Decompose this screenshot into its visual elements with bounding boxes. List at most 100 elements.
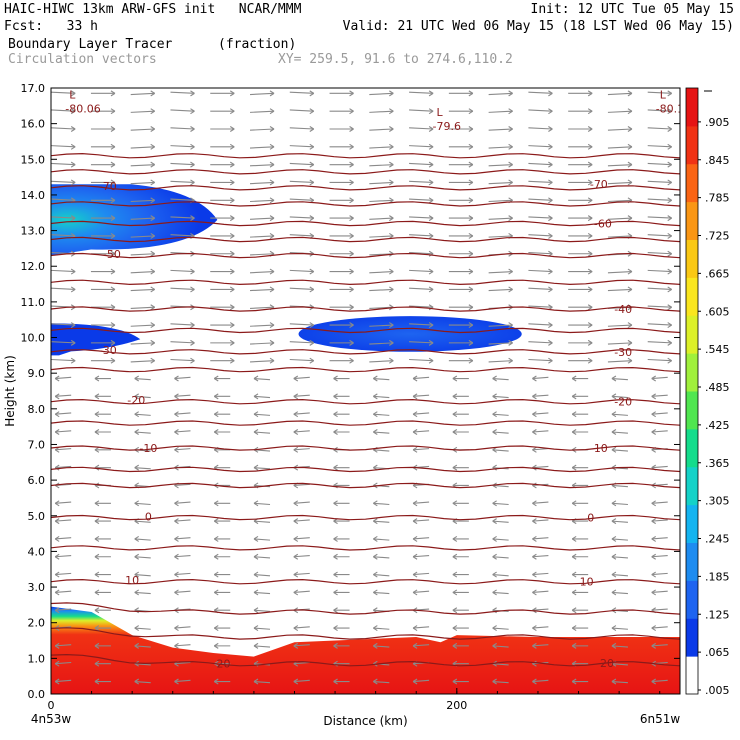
wind-vector	[571, 375, 589, 382]
wind-vector	[333, 411, 350, 418]
y-tick-label: 17.0	[21, 82, 46, 95]
wind-vector	[333, 678, 350, 685]
wind-vector	[571, 553, 589, 560]
wind-vector	[249, 108, 275, 115]
wind-vector	[253, 393, 271, 400]
wind-vector	[293, 589, 310, 596]
contour-label: -50	[103, 248, 121, 261]
wind-vector	[174, 625, 191, 632]
wind-vector	[213, 500, 231, 507]
wind-vector	[607, 286, 633, 293]
contour-label: 20	[600, 657, 614, 670]
wind-vector	[213, 375, 231, 382]
wind-vector	[333, 464, 350, 471]
wind-vector	[51, 339, 76, 346]
wind-vector	[412, 589, 430, 596]
wind-vector	[571, 429, 589, 435]
temperature-contour	[51, 236, 680, 243]
wind-vector	[412, 553, 430, 560]
wind-vector	[54, 589, 72, 596]
wind-vector	[54, 553, 72, 560]
wind-vector	[412, 411, 430, 418]
temperature-contour	[51, 627, 680, 640]
wind-vector	[293, 518, 310, 525]
wind-vector	[170, 108, 195, 115]
wind-vector	[571, 571, 589, 578]
wind-vector	[333, 589, 350, 596]
wind-vector	[210, 197, 235, 204]
y-tick-label: 2.0	[28, 617, 46, 630]
y-tick-label: 10.0	[21, 332, 46, 345]
contour-label: -70	[590, 178, 608, 191]
temperature-contour-minus10	[51, 445, 680, 451]
wind-vector	[253, 571, 271, 578]
wind-vector	[369, 215, 394, 222]
field-name: Boundary Layer Tracer	[8, 37, 173, 52]
wind-vector	[448, 268, 474, 275]
wind-vector	[373, 589, 390, 596]
wind-vector	[568, 232, 593, 239]
wind-vector	[532, 642, 549, 649]
wind-vector	[607, 339, 633, 346]
wind-vector	[373, 642, 390, 649]
wind-vector	[134, 464, 151, 471]
low-value: -80.13	[656, 102, 691, 115]
wind-vector	[528, 126, 553, 132]
colorbar-label: .725	[705, 230, 730, 243]
colorbar-label: .545	[705, 343, 730, 356]
colorbar-label: .305	[705, 495, 730, 508]
wind-vector	[452, 393, 469, 400]
wind-vector	[373, 411, 390, 418]
temperature-contour-minus20	[51, 398, 680, 405]
wind-vector	[333, 500, 350, 507]
wind-vector	[170, 161, 195, 168]
model-title: HAIC-HIWC 13km ARW-GFS init NCAR/MMM	[4, 2, 302, 17]
wind-vector	[293, 535, 310, 542]
wind-vector	[607, 161, 633, 168]
wind-vector	[210, 250, 235, 257]
wind-vector	[253, 553, 271, 560]
wind-vector	[333, 535, 350, 542]
wind-vector	[452, 429, 469, 435]
wind-vector	[532, 589, 549, 596]
wind-vector	[452, 589, 469, 596]
y-tick-label: 5.0	[28, 510, 46, 523]
wind-vector	[651, 589, 668, 596]
wind-vector	[452, 625, 469, 632]
wind-vector	[213, 393, 231, 400]
colorbar-label: .125	[705, 608, 730, 621]
wind-vector	[373, 535, 390, 542]
wind-vector	[210, 232, 235, 239]
wind-vector	[94, 535, 111, 542]
wind-vector	[647, 286, 673, 293]
wind-vector	[369, 143, 394, 150]
wind-vector	[452, 535, 469, 542]
wind-vector	[329, 286, 354, 293]
wind-vector	[448, 90, 474, 97]
wind-vector	[130, 304, 156, 311]
wind-vector	[90, 232, 116, 239]
wind-vector	[213, 642, 231, 649]
wind-vector	[528, 268, 553, 275]
wind-vector	[293, 393, 310, 400]
colorbar-label: .065	[705, 646, 730, 659]
colorbar-swatch	[686, 618, 698, 657]
wind-vector	[249, 339, 275, 346]
colorbar-swatch	[686, 88, 698, 127]
wind-vector	[611, 553, 628, 560]
wind-vector	[170, 322, 195, 329]
wind-vector	[329, 339, 354, 346]
wind-vector	[333, 607, 350, 614]
wind-vector	[51, 268, 76, 275]
wind-vector	[528, 232, 553, 239]
wind-vector	[409, 126, 434, 132]
wind-vector	[170, 215, 195, 222]
wind-vector	[568, 197, 593, 204]
wind-vector	[651, 393, 668, 400]
y-tick-label: 8.0	[28, 403, 46, 416]
wind-vector	[170, 179, 195, 186]
wind-vector	[373, 500, 390, 507]
wind-vector	[373, 625, 390, 632]
wind-vector	[253, 411, 271, 418]
